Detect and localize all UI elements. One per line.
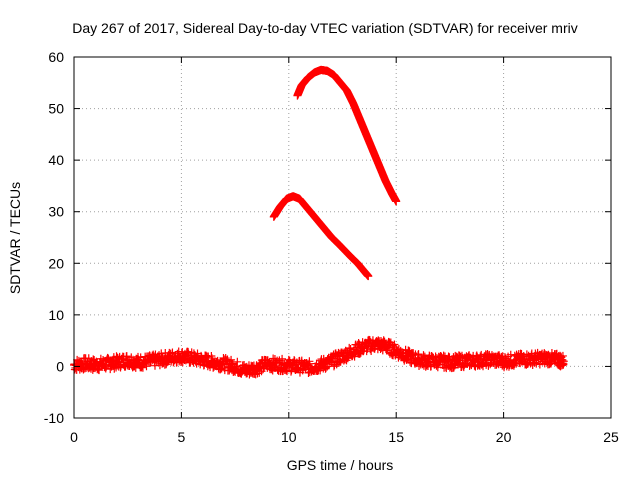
data-point [233, 357, 242, 366]
x-tick-label: 25 [603, 429, 619, 445]
data-point [142, 362, 151, 371]
series-arc-2 [293, 65, 401, 206]
data-point [392, 197, 401, 206]
y-tick-label: 20 [48, 255, 64, 271]
y-tick-label: 30 [48, 204, 64, 220]
chart-title: Day 267 of 2017, Sidereal Day-to-day VTE… [72, 20, 577, 36]
x-tick-label: 0 [70, 429, 78, 445]
data-point [122, 352, 131, 361]
y-tick-label: 0 [56, 358, 64, 374]
x-tick-label: 5 [178, 429, 186, 445]
series-layer [70, 65, 568, 379]
data-point [275, 359, 284, 368]
data-point [444, 352, 453, 361]
data-point [414, 350, 423, 359]
y-tick-label: 60 [48, 49, 64, 65]
data-point [216, 365, 225, 374]
plot-frame [73, 56, 612, 419]
axis-layer: 0 5 10 15 20 25 -10 0 10 20 30 40 50 60 [44, 49, 619, 445]
data-point [305, 357, 314, 366]
x-axis-label: GPS time / hours [287, 457, 394, 473]
y-tick-label: 50 [48, 101, 64, 117]
grid-layer [74, 57, 611, 418]
series-baseline [70, 335, 568, 379]
data-point [559, 357, 568, 366]
data-point [138, 363, 147, 372]
data-point [558, 351, 567, 360]
x-tick-label: 20 [496, 429, 512, 445]
x-tick-label: 10 [281, 429, 297, 445]
data-point [278, 354, 287, 363]
x-tick-label: 15 [388, 429, 404, 445]
y-axis-label: SDTVAR / TECUs [7, 182, 23, 294]
series-arc-1 [269, 192, 373, 281]
y-tick-label: 40 [48, 152, 64, 168]
y-tick-label: 10 [48, 307, 64, 323]
data-point [364, 272, 373, 281]
y-tick-label: -10 [44, 410, 64, 426]
